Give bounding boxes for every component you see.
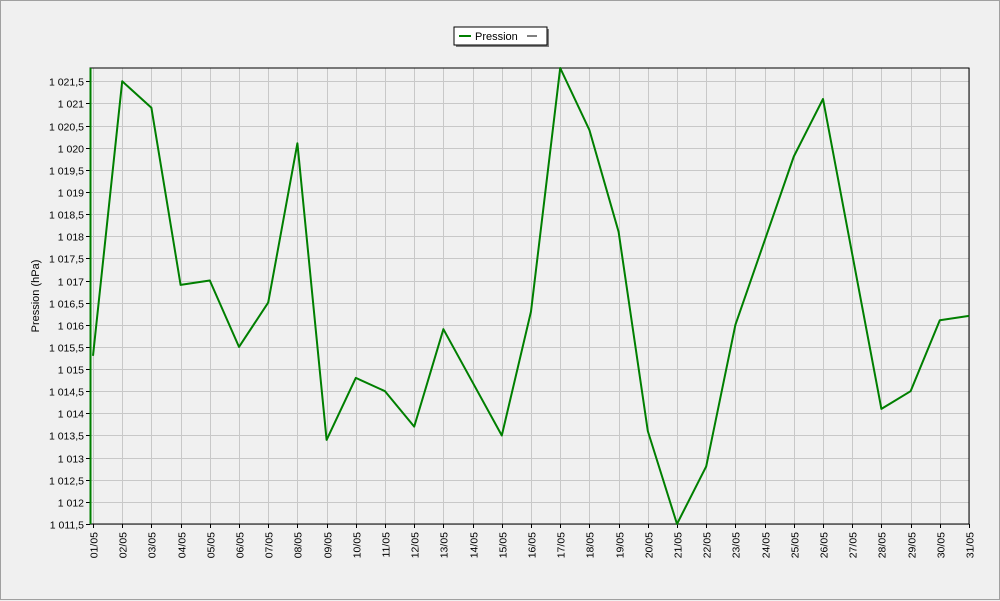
x-tick-label: 25/05 <box>790 532 802 558</box>
y-tick-label: 1 015 <box>58 365 84 377</box>
y-tick-label: 1 015,5 <box>49 343 84 355</box>
y-tick-label: 1 021 <box>58 99 84 111</box>
y-tick-label: 1 013 <box>58 454 84 466</box>
y-tick-label: 1 017,5 <box>49 254 84 266</box>
x-tick-label: 12/05 <box>410 532 422 558</box>
x-tick-label: 26/05 <box>819 532 831 558</box>
y-tick-label: 1 018 <box>58 232 84 244</box>
x-tick-label: 29/05 <box>907 532 919 558</box>
x-tick-label: 08/05 <box>293 532 305 558</box>
x-tick-label: 21/05 <box>673 532 685 558</box>
x-tick-label: 17/05 <box>556 532 568 558</box>
x-tick-label: 04/05 <box>177 532 189 558</box>
x-tick-label: 27/05 <box>848 532 860 558</box>
y-tick-label: 1 011,5 <box>50 520 84 532</box>
y-tick-label: 1 020 <box>58 144 84 156</box>
y-tick-label: 1 012,5 <box>49 476 84 488</box>
plot-area <box>89 67 970 525</box>
x-axis: 01/05 02/05 03/05 04/05 05/05 06/05 07/05 08/05… <box>89 524 977 558</box>
x-tick-label: 05/05 <box>206 532 218 558</box>
x-tick-label: 02/05 <box>118 532 130 558</box>
y-tick-label: 1 016,5 <box>49 299 84 311</box>
x-tick-label: 15/05 <box>498 532 510 558</box>
x-tick-label: 09/05 <box>323 532 335 558</box>
x-tick-label: 22/05 <box>702 532 714 558</box>
y-tick-label: 1 016 <box>58 321 84 333</box>
x-tick-label: 23/05 <box>731 532 743 558</box>
y-tick-label: 1 020,5 <box>49 122 84 134</box>
y-tick-label: 1 019 <box>58 188 84 200</box>
x-tick-label: 18/05 <box>585 532 597 558</box>
x-tick-label: 31/05 <box>965 532 977 558</box>
x-tick-label: 24/05 <box>761 532 773 558</box>
legend: Pression <box>453 26 549 47</box>
legend-entry-label: Pression <box>475 31 518 43</box>
y-axis: 1 011,5 1 012 1 012,5 1 013 1 013,5 1 014 1 01… <box>49 68 92 532</box>
x-tick-label: 16/05 <box>527 532 539 558</box>
x-tick-label: 07/05 <box>264 532 276 558</box>
x-tick-label: 19/05 <box>615 532 627 558</box>
x-tick-label: 28/05 <box>877 532 889 558</box>
x-tick-label: 14/05 <box>469 532 481 558</box>
x-tick-label: 30/05 <box>936 532 948 558</box>
x-tick-label: 06/05 <box>235 532 247 558</box>
y-tick-label: 1 014 <box>58 409 84 421</box>
y-tick-label: 1 012 <box>58 498 84 510</box>
x-tick-label: 20/05 <box>644 532 656 558</box>
x-tick-label: 03/05 <box>147 532 159 558</box>
y-tick-label: 1 018,5 <box>49 210 84 222</box>
series-line-pression <box>92 67 970 525</box>
legend-box <box>453 26 548 46</box>
y-tick-label: 1 014,5 <box>49 387 84 399</box>
x-tick-label: 13/05 <box>439 532 451 558</box>
x-tick-label: 11/05 <box>381 532 393 558</box>
y-axis-title: Pression (hPa) <box>30 260 42 333</box>
y-tick-label: 1 013,5 <box>49 431 84 443</box>
y-tick-label: 1 021,5 <box>49 77 84 89</box>
y-tick-label: 1 019,5 <box>49 166 84 178</box>
y-tick-label: 1 017 <box>58 277 84 289</box>
grid <box>90 68 970 525</box>
x-tick-label: 10/05 <box>352 532 364 558</box>
x-tick-label: 01/05 <box>89 532 101 558</box>
